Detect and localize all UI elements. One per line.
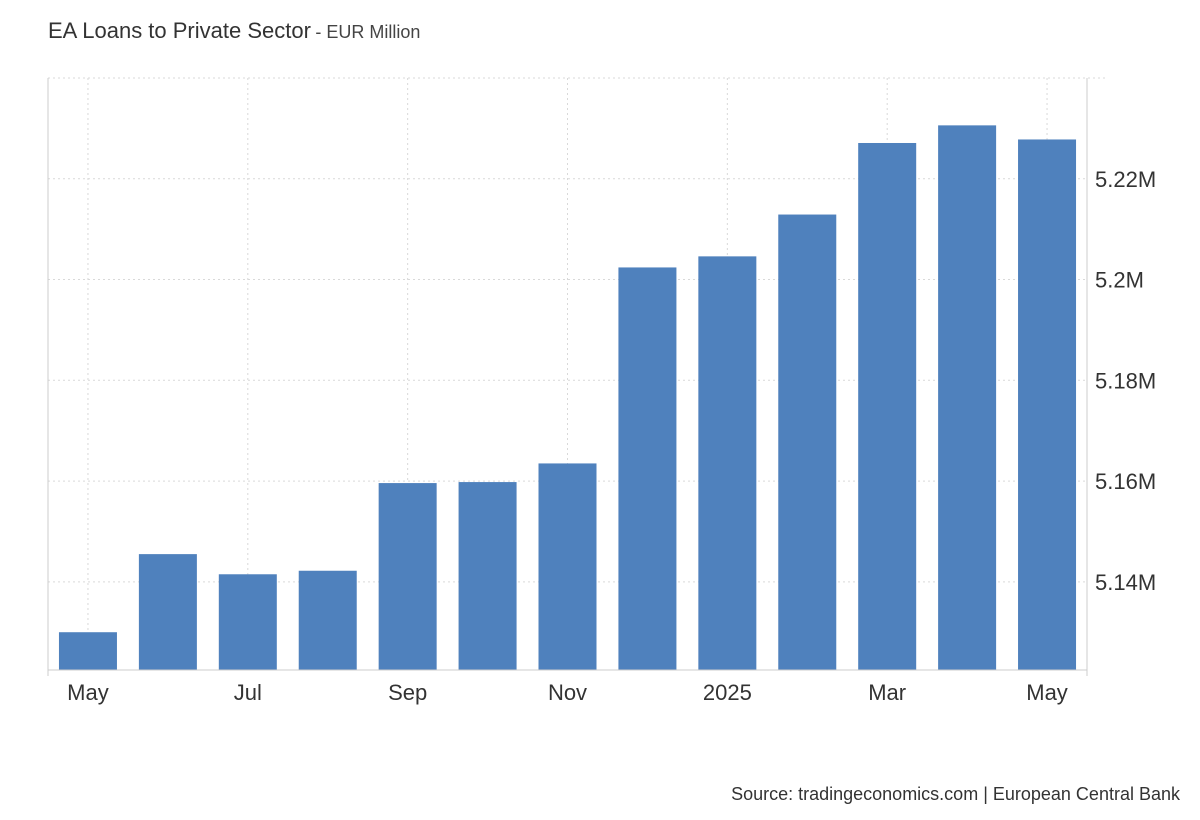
bar-2025-05 xyxy=(1018,139,1077,671)
x-tick-label-2: Sep xyxy=(388,680,427,705)
source-note: Source: tradingeconomics.com | European … xyxy=(731,784,1180,804)
x-tick-label-5: Mar xyxy=(868,680,906,705)
bar-2024-10 xyxy=(458,482,517,670)
bar-2024-12 xyxy=(618,267,677,670)
x-tick-label-1: Jul xyxy=(234,680,262,705)
bar-chart: 5.14M 5.16M 5.18M 5.2M 5.22M May Jul Sep Nov 2025… xyxy=(47,77,1156,705)
x-tick-label-4: 2025 xyxy=(703,680,752,705)
bar-2025-04 xyxy=(938,125,997,671)
bar-2024-11 xyxy=(538,463,597,670)
chart-title: EA Loans to Private Sector xyxy=(48,18,311,43)
bar-2024-05 xyxy=(58,632,117,670)
x-tick-label-3: Nov xyxy=(548,680,587,705)
chart-title-block: EA Loans to Private Sector - EUR Million xyxy=(48,18,420,44)
bar-2025-03 xyxy=(858,142,917,671)
y-tick-label-4: 5.22M xyxy=(1095,167,1156,192)
bar-2024-08 xyxy=(298,570,357,670)
chart-subtitle-separator: - xyxy=(315,22,327,42)
y-tick-label-3: 5.2M xyxy=(1095,268,1144,293)
x-tick-label-6: May xyxy=(1026,680,1068,705)
bar-2024-07 xyxy=(218,574,277,670)
y-tick-label-1: 5.16M xyxy=(1095,469,1156,494)
bar-2024-09 xyxy=(378,483,437,670)
bar-2024-06 xyxy=(138,554,197,670)
y-tick-label-2: 5.18M xyxy=(1095,368,1156,393)
x-tick-label-0: May xyxy=(67,680,109,705)
bar-2025-01 xyxy=(698,256,757,670)
bar-2025-02 xyxy=(778,214,837,670)
y-tick-label-0: 5.14M xyxy=(1095,570,1156,595)
chart-subtitle: EUR Million xyxy=(326,22,421,42)
